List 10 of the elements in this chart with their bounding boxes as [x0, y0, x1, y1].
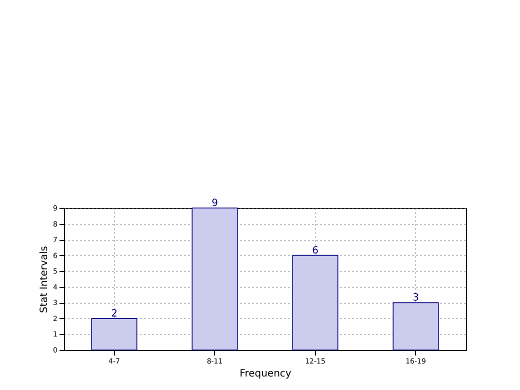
bar: [91, 318, 138, 350]
data-label: 2: [111, 308, 118, 320]
data-label: 6: [312, 245, 318, 256]
y-axis-title: Stat Intervals: [39, 246, 50, 314]
bar: [392, 302, 439, 350]
bar: [292, 254, 338, 350]
data-label: 3: [412, 292, 419, 304]
data-label: 9: [212, 198, 218, 209]
x-axis-title: Frequency: [240, 368, 292, 380]
bar: [192, 208, 238, 350]
